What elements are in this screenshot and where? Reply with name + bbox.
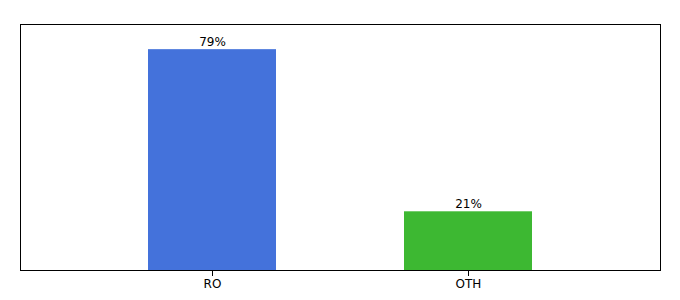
svg-text:21%: 21% bbox=[455, 197, 482, 211]
svg-text:RO: RO bbox=[204, 277, 222, 291]
svg-text:OTH: OTH bbox=[456, 277, 482, 291]
svg-text:79%: 79% bbox=[199, 35, 226, 49]
